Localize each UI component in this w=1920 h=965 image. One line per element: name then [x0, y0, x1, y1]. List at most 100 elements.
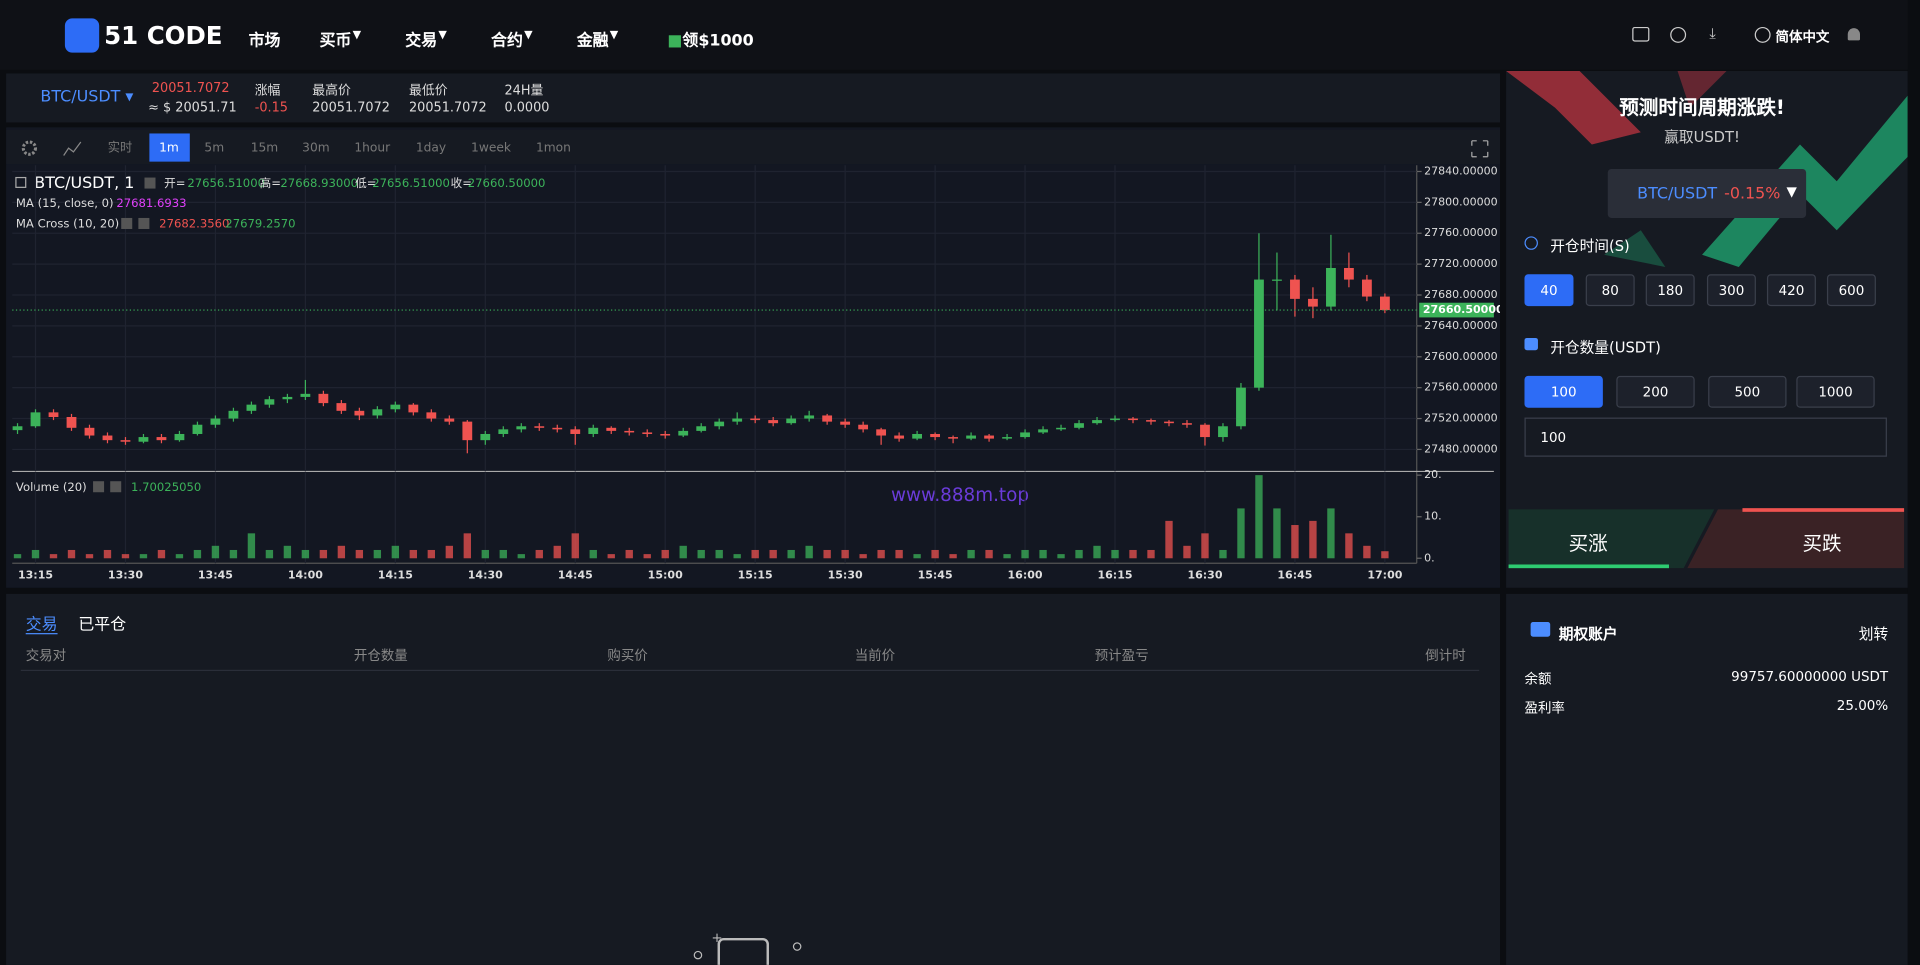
- column-header: 交易对: [25, 647, 67, 664]
- dropdown-arrow[interactable]: ▼: [1786, 183, 1797, 200]
- volume-bar: [67, 549, 76, 559]
- time-option[interactable]: 80: [1585, 274, 1635, 307]
- close-small[interactable]: [138, 217, 150, 229]
- interval[interactable]: 1hour: [354, 141, 391, 155]
- candle-body: [372, 409, 383, 416]
- volume-bar: [895, 549, 903, 559]
- amount-input[interactable]: [1524, 417, 1887, 457]
- volume-bar: [1309, 520, 1317, 559]
- promo[interactable]: ■领$1000: [667, 27, 753, 50]
- volume-bar: [13, 554, 22, 559]
- empty-icon: +: [693, 931, 802, 965]
- volume-bar: [1345, 533, 1353, 559]
- nav-caret[interactable]: ▼: [352, 29, 362, 42]
- candle-body: [588, 427, 599, 434]
- nav-caret[interactable]: ▼: [438, 29, 447, 42]
- volume-bar: [229, 549, 238, 559]
- nav-caret[interactable]: ▼: [524, 29, 533, 42]
- buy-up-bg[interactable]: [1508, 509, 1715, 569]
- candle-body: [246, 404, 257, 411]
- volume-bar: [409, 549, 418, 559]
- candle-body: [1056, 427, 1066, 430]
- order-tab[interactable]: 交易: [25, 615, 58, 635]
- volume-bar: [859, 554, 867, 559]
- amount-option[interactable]: 1000: [1796, 375, 1875, 408]
- order-tab[interactable]: 已平仓: [78, 615, 127, 635]
- bell-icon[interactable]: [1847, 28, 1861, 41]
- nav-caret[interactable]: ▼: [609, 29, 619, 42]
- settings-small[interactable]: [144, 177, 156, 189]
- nav-item[interactable]: 市场: [248, 31, 281, 51]
- collapse-icon[interactable]: [15, 176, 27, 188]
- interval[interactable]: 1m: [159, 141, 179, 155]
- settings-icon[interactable]: [21, 140, 38, 156]
- candle-body: [1272, 279, 1282, 281]
- stat-value: 20051.7072: [408, 100, 487, 116]
- settings-small[interactable]: [93, 481, 105, 493]
- candle-body: [624, 430, 635, 433]
- watermark: www.888m.top: [891, 485, 1029, 506]
- pair[interactable]: BTC/USDT: [40, 88, 121, 107]
- nav-item[interactable]: 合约: [491, 31, 523, 51]
- interval[interactable]: 30m: [302, 141, 330, 155]
- stat-value: -0.15: [254, 100, 288, 116]
- pair-select[interactable]: BTC/USDT ▾: [40, 88, 134, 107]
- fullscreen-icon[interactable]: [1471, 140, 1489, 158]
- ohlc-label: 低=: [355, 176, 376, 190]
- time-option[interactable]: 420: [1766, 274, 1816, 307]
- indicator-icon[interactable]: [63, 141, 82, 156]
- volume-bar: [1255, 475, 1263, 559]
- candle-body: [930, 433, 941, 438]
- amount-option[interactable]: 100: [1524, 375, 1603, 408]
- predict-pair[interactable]: BTC/USDT: [1637, 184, 1718, 204]
- candle-body: [1128, 418, 1138, 421]
- amount-option[interactable]: 500: [1708, 375, 1787, 408]
- globe-icon: [1754, 26, 1771, 43]
- y-tick-label: 27720.00000: [1424, 257, 1498, 270]
- interval[interactable]: 实时: [108, 140, 132, 155]
- language[interactable]: 简体中文: [1775, 29, 1830, 46]
- time-option[interactable]: 300: [1706, 274, 1756, 307]
- candle-body: [948, 437, 958, 439]
- stat-label: 最低价: [408, 83, 448, 98]
- nav-item[interactable]: 买币: [319, 31, 352, 51]
- candle-body: [1020, 432, 1030, 438]
- candle-body: [1308, 298, 1318, 307]
- nav-item[interactable]: 金融: [576, 31, 609, 51]
- promo-text[interactable]: 领$1000: [682, 31, 754, 51]
- transfer[interactable]: 划转: [1858, 625, 1889, 643]
- buy-down[interactable]: 买跌: [1802, 531, 1842, 555]
- close-small[interactable]: [110, 481, 122, 493]
- logo[interactable]: 51 CODE: [104, 20, 223, 51]
- candle-body: [1164, 421, 1174, 424]
- interval[interactable]: 5m: [204, 141, 224, 155]
- time-option[interactable]: 180: [1645, 274, 1695, 307]
- ohlc-value: 27660.50000: [468, 176, 546, 190]
- volume-tick-label: 20.: [1424, 468, 1442, 481]
- user-icon[interactable]: [1670, 26, 1687, 43]
- volume-bar: [1165, 520, 1173, 559]
- interval[interactable]: 1day: [416, 141, 446, 155]
- indicator-name: MA Cross (10, 20): [16, 217, 119, 231]
- wallet-icon[interactable]: [1632, 26, 1650, 42]
- volume-bar: [679, 545, 687, 559]
- input-value[interactable]: 100: [1540, 429, 1567, 446]
- candle-body: [1182, 423, 1192, 425]
- buy-down-bg[interactable]: [1687, 509, 1905, 569]
- interval[interactable]: 15m: [251, 141, 279, 155]
- time-option[interactable]: 40: [1524, 274, 1574, 307]
- buy-up[interactable]: 买涨: [1568, 531, 1608, 555]
- settings-small[interactable]: [121, 217, 133, 229]
- interval[interactable]: 1mon: [536, 141, 571, 155]
- pair-dropdown[interactable]: [1607, 168, 1807, 218]
- x-tick-label: 16:00: [1008, 569, 1043, 582]
- candle-body: [570, 429, 581, 434]
- download-icon[interactable]: ⤓: [1709, 24, 1716, 42]
- interval[interactable]: 1week: [471, 141, 512, 155]
- amount-option[interactable]: 200: [1616, 375, 1695, 408]
- x-tick-label: 14:00: [288, 569, 323, 582]
- time-option[interactable]: 600: [1826, 274, 1876, 307]
- volume-bar: [1219, 549, 1227, 559]
- nav-item[interactable]: 交易: [405, 31, 438, 51]
